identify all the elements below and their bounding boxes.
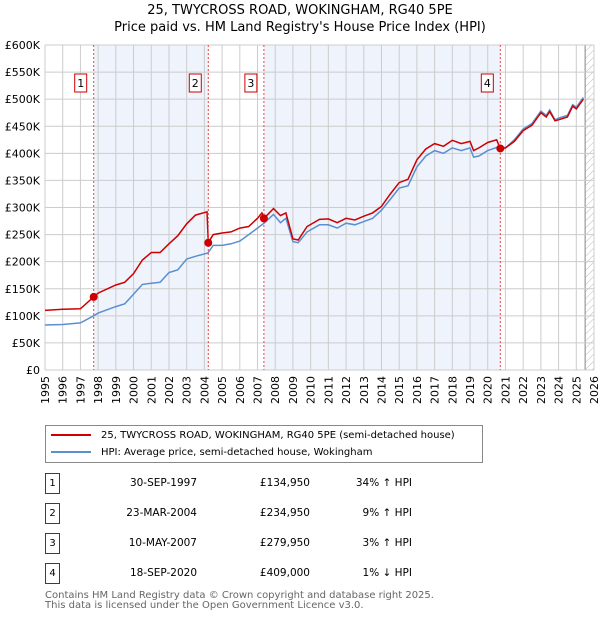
x-tick-label: 2002	[163, 376, 176, 404]
x-tick-label: 2001	[145, 376, 158, 404]
x-tick-label: 2022	[517, 376, 530, 404]
legend-label: HPI: Average price, semi-detached house,…	[101, 446, 373, 458]
sale-badge: 4	[45, 563, 60, 584]
x-tick-label: 2017	[429, 376, 442, 404]
x-tick-label: 2020	[482, 376, 495, 404]
transaction-row: 4 18-SEP-2020 £409,000 1% ↓ HPI	[45, 563, 465, 585]
x-tick-label: 2009	[287, 376, 300, 404]
y-tick-label: £600K	[5, 39, 41, 52]
x-tick-label: 2021	[499, 376, 512, 404]
sale-hpi-diff: 3% ↑ HPI	[362, 537, 412, 549]
x-tick-label: 2023	[535, 376, 548, 404]
sale-price: £409,000	[259, 567, 310, 579]
sale-label-box	[244, 73, 258, 93]
x-tick-label: 2014	[375, 376, 388, 404]
y-tick-label: £300K	[5, 202, 41, 215]
x-tick-label: 2015	[393, 376, 406, 404]
footer-licence: This data is licensed under the Open Gov…	[45, 600, 364, 611]
sale-price: £134,950	[259, 477, 310, 489]
price-chart: 1995 1996 1997 1998 1999 2000 2001 2002 2003 2004…	[5, 39, 600, 404]
transaction-row: 2 23-MAR-2004 £234,950 9% ↑ HPI	[45, 503, 465, 525]
sale-badge: 1	[45, 473, 60, 494]
x-tick-label: 2019	[464, 376, 477, 404]
property-price-line	[44, 98, 585, 312]
chart-title: 25, TWYCROSS ROAD, WOKINGHAM, RG40 5PE	[147, 3, 453, 18]
y-tick-label: £550K	[5, 66, 41, 79]
x-tick-label: 2024	[553, 376, 566, 404]
hpi-line-swatch	[51, 451, 91, 453]
sale-label: 1	[77, 77, 84, 90]
x-tick-label: 1999	[110, 376, 123, 404]
sale-hpi-diff: 34% ↑ HPI	[355, 477, 412, 489]
sale-point	[259, 214, 268, 223]
hpi-line	[44, 97, 585, 326]
footer-copyright: Contains HM Land Registry data © Crown c…	[45, 590, 434, 601]
sale-date: 10-MAY-2007	[128, 537, 197, 549]
y-tick-label: £500K	[5, 93, 41, 106]
chart-subtitle: Price paid vs. HM Land Registry's House …	[114, 20, 486, 35]
sale-label-box	[74, 73, 88, 93]
sale-label: 2	[192, 77, 199, 90]
x-tick-label: 1998	[92, 376, 105, 404]
y-tick-label: £250K	[5, 229, 41, 242]
sale-badge: 3	[45, 533, 60, 554]
footer: Contains HM Land Registry data © Crown c…	[45, 591, 434, 611]
x-tick-label: 1995	[39, 376, 52, 404]
x-tick-label: 2026	[588, 376, 600, 404]
x-tick-label: 2018	[446, 376, 459, 404]
y-tick-label: £200K	[5, 256, 41, 269]
x-tick-label: 2004	[198, 376, 211, 404]
y-tick-label: £400K	[5, 147, 41, 160]
x-tick-label: 2010	[305, 376, 318, 404]
sale-point	[496, 144, 505, 153]
sale-label: 3	[247, 77, 254, 90]
x-tick-label: 2025	[570, 376, 583, 404]
sale-hpi-diff: 9% ↑ HPI	[362, 507, 412, 519]
sale-point	[204, 238, 213, 247]
x-tick-label: 2006	[234, 376, 247, 404]
x-tick-label: 1997	[74, 376, 87, 404]
legend: 25, TWYCROSS ROAD, WOKINGHAM, RG40 5PE (…	[45, 425, 483, 463]
sale-badge: 2	[45, 503, 60, 524]
x-tick-label: 2013	[358, 376, 371, 404]
x-tick-label: 2012	[340, 376, 353, 404]
x-tick-label: 2008	[269, 376, 282, 404]
sale-point	[89, 292, 98, 301]
legend-item-property: 25, TWYCROSS ROAD, WOKINGHAM, RG40 5PE (…	[46, 427, 455, 443]
x-tick-label: 2003	[181, 376, 194, 404]
sale-hpi-diff: 1% ↓ HPI	[362, 567, 412, 579]
y-tick-label: £150K	[5, 283, 41, 296]
transaction-row: 3 10-MAY-2007 £279,950 3% ↑ HPI	[45, 533, 465, 555]
sale-date: 23-MAR-2004	[126, 507, 197, 519]
y-tick-label: £0	[26, 364, 40, 377]
sale-label: 4	[484, 77, 491, 90]
x-tick-label: 2011	[322, 376, 335, 404]
x-tick-label: 2016	[411, 376, 424, 404]
y-tick-label: £450K	[5, 120, 41, 133]
y-tick-label: £100K	[5, 310, 41, 323]
property-line-swatch	[51, 434, 91, 436]
sale-price: £234,950	[259, 507, 310, 519]
sale-price: £279,950	[259, 537, 310, 549]
transaction-row: 1 30-SEP-1997 £134,950 34% ↑ HPI	[45, 473, 465, 495]
sale-date: 30-SEP-1997	[129, 477, 197, 489]
x-tick-label: 1996	[57, 376, 70, 404]
y-tick-label: £350K	[5, 174, 41, 187]
x-tick-label: 2007	[252, 376, 265, 404]
legend-item-hpi: HPI: Average price, semi-detached house,…	[46, 444, 372, 460]
x-tick-label: 2000	[128, 376, 141, 404]
sale-label-box	[188, 73, 202, 93]
legend-label: 25, TWYCROSS ROAD, WOKINGHAM, RG40 5PE (…	[101, 429, 455, 441]
x-tick-label: 2005	[216, 376, 229, 404]
sale-date: 18-SEP-2020	[129, 567, 197, 579]
sale-label-box	[480, 73, 494, 93]
y-tick-label: £50K	[12, 337, 41, 350]
